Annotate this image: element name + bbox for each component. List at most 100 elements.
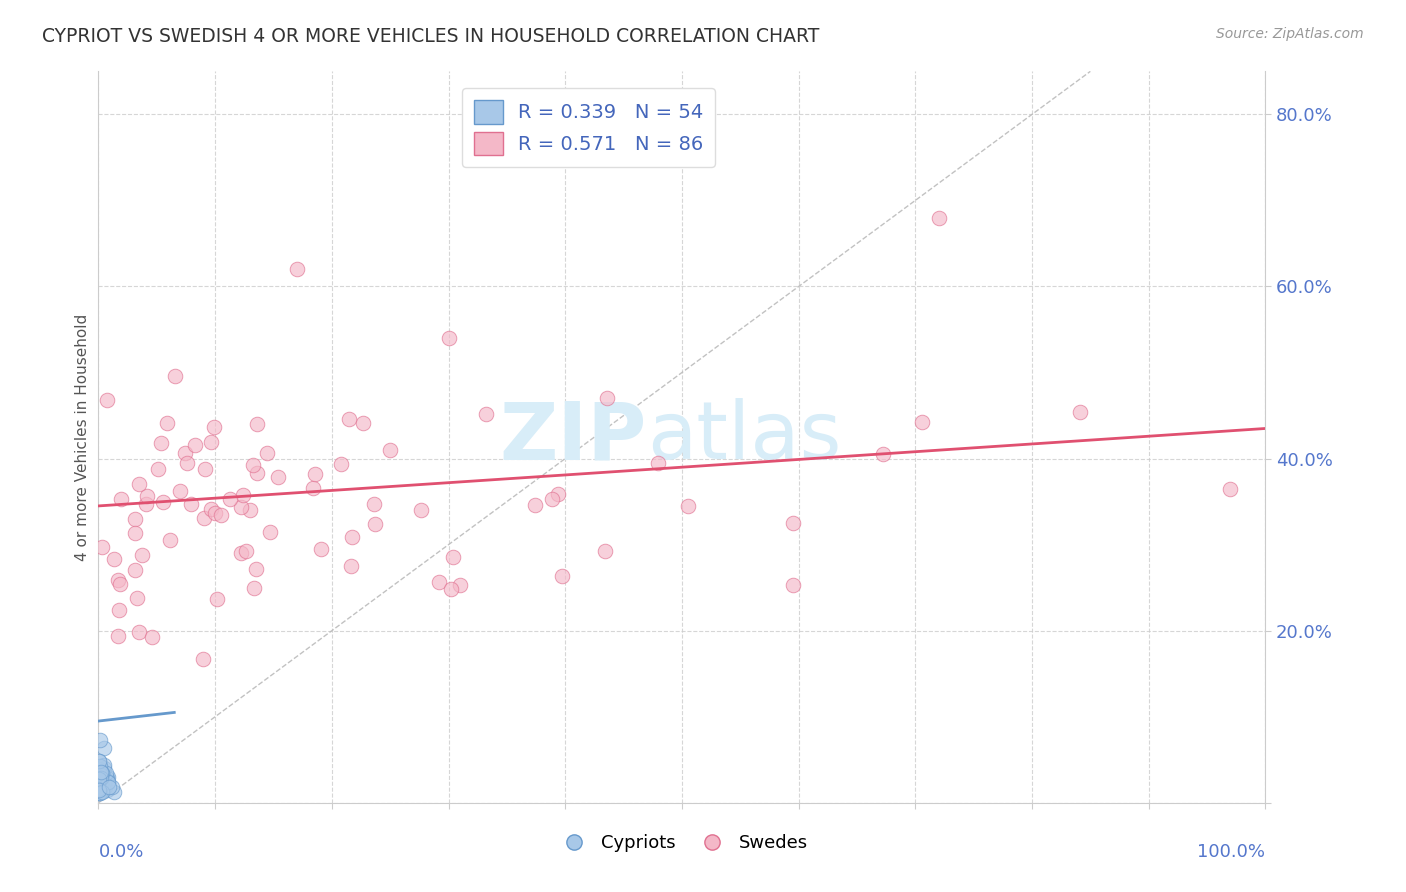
Point: [204, 506, 226, 520]
Point: [411, 502, 433, 516]
Point: [135, 489, 157, 503]
Point: [239, 503, 262, 517]
Point: [87, 762, 110, 776]
Point: [380, 442, 402, 457]
Point: [127, 591, 149, 606]
Point: [93, 776, 115, 790]
Point: [103, 785, 125, 799]
Point: [87, 781, 110, 796]
Point: [87, 776, 110, 790]
Point: [782, 578, 804, 592]
Point: [176, 456, 198, 470]
Point: [229, 500, 252, 515]
Point: [93, 740, 115, 755]
Point: [647, 456, 669, 470]
Point: [87, 754, 110, 768]
Point: [523, 498, 546, 512]
Point: [89, 733, 111, 747]
Text: ZIP: ZIP: [499, 398, 647, 476]
Point: [219, 492, 242, 507]
Point: [93, 757, 115, 772]
Point: [103, 552, 125, 566]
Point: [259, 524, 281, 539]
Text: Source: ZipAtlas.com: Source: ZipAtlas.com: [1216, 27, 1364, 41]
Point: [1219, 482, 1241, 496]
Text: CYPRIOT VS SWEDISH 4 OR MORE VEHICLES IN HOUSEHOLD CORRELATION CHART: CYPRIOT VS SWEDISH 4 OR MORE VEHICLES IN…: [42, 27, 820, 45]
Point: [340, 559, 363, 574]
Point: [246, 417, 269, 431]
Text: 100.0%: 100.0%: [1198, 843, 1265, 861]
Point: [169, 483, 191, 498]
Point: [245, 562, 267, 576]
Point: [782, 516, 804, 531]
Point: [87, 781, 110, 796]
Point: [156, 416, 179, 430]
Point: [91, 779, 114, 793]
Point: [89, 782, 111, 797]
Point: [131, 548, 153, 562]
Point: [872, 447, 894, 461]
Point: [243, 581, 266, 595]
Point: [90, 778, 112, 792]
Point: [596, 392, 619, 406]
Point: [301, 481, 323, 495]
Point: [207, 591, 229, 606]
Point: [89, 786, 111, 800]
Point: [235, 544, 257, 558]
Point: [107, 573, 129, 587]
Y-axis label: 4 or more Vehicles in Household: 4 or more Vehicles in Household: [75, 313, 90, 561]
Point: [135, 497, 157, 511]
Point: [128, 476, 150, 491]
Point: [90, 777, 112, 791]
Point: [87, 772, 110, 787]
Point: [91, 780, 114, 795]
Point: [93, 780, 115, 794]
Point: [90, 771, 112, 785]
Point: [202, 420, 225, 434]
Point: [89, 780, 111, 795]
Point: [89, 759, 111, 773]
Point: [427, 574, 450, 589]
Point: [90, 767, 112, 781]
Text: 0.0%: 0.0%: [98, 843, 143, 861]
Point: [107, 629, 129, 643]
Point: [184, 438, 207, 452]
Point: [256, 446, 278, 460]
Point: [96, 783, 118, 797]
Point: [128, 625, 150, 640]
Point: [91, 785, 114, 799]
Point: [232, 488, 254, 502]
Point: [191, 652, 214, 666]
Point: [441, 549, 464, 564]
Point: [541, 492, 564, 507]
Point: [89, 769, 111, 783]
Point: [363, 497, 385, 511]
Point: [330, 457, 353, 471]
Point: [547, 487, 569, 501]
Point: [928, 211, 950, 225]
Point: [439, 582, 461, 597]
Point: [363, 516, 385, 531]
Point: [87, 786, 110, 800]
Point: [97, 780, 120, 794]
Point: [593, 543, 616, 558]
Point: [304, 467, 326, 481]
Point: [242, 458, 264, 472]
Point: [93, 761, 115, 775]
Point: [124, 512, 146, 526]
Point: [96, 393, 118, 408]
Point: [124, 562, 146, 576]
Point: [97, 775, 120, 789]
Point: [97, 770, 120, 784]
Point: [173, 446, 195, 460]
Point: [267, 469, 290, 483]
Point: [337, 411, 360, 425]
Point: [193, 511, 215, 525]
Point: [87, 783, 110, 797]
Point: [551, 569, 574, 583]
Point: [96, 772, 118, 786]
Point: [159, 533, 181, 548]
Point: [124, 526, 146, 541]
Point: [1069, 405, 1091, 419]
Point: [89, 780, 111, 794]
